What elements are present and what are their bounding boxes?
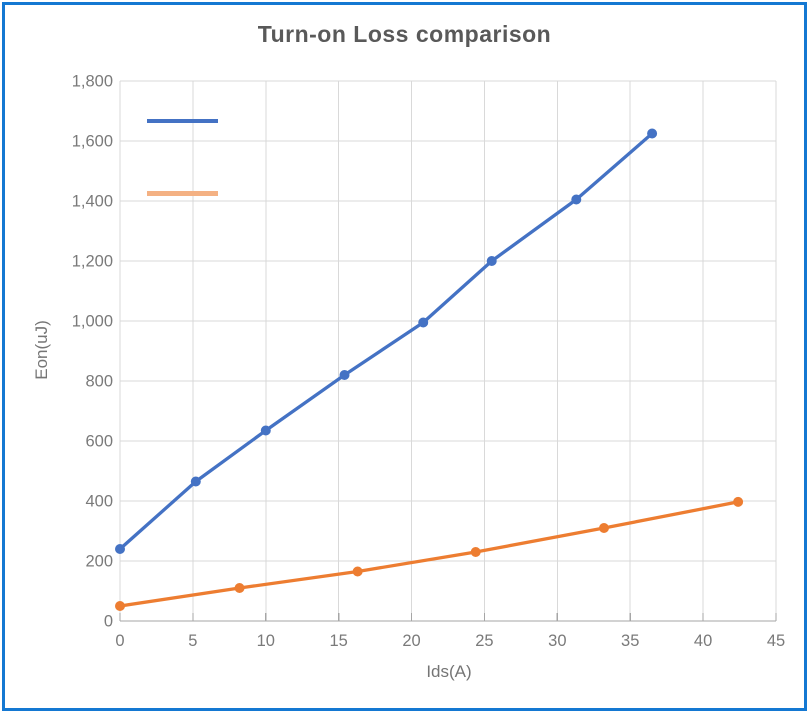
y-axis-title: Eon(uJ) [32, 320, 51, 380]
legend-line-series2 [147, 191, 218, 196]
x-tick-label: 30 [548, 632, 566, 650]
y-tick-label: 0 [104, 613, 113, 631]
y-tick-label: 200 [85, 553, 113, 571]
x-tick-label: 5 [188, 632, 197, 650]
y-tick-label: 1,000 [72, 313, 113, 331]
series-line-2 [118, 500, 740, 608]
y-tick-label: 600 [85, 433, 113, 451]
legend-line-series1 [147, 119, 218, 123]
series-1-marker [339, 370, 350, 380]
y-tick-label: 1,200 [72, 253, 113, 271]
x-tick-label: 0 [115, 632, 124, 650]
x-tick-label: 45 [767, 632, 785, 650]
series-1-marker [115, 544, 125, 554]
series-2-marker [234, 583, 245, 593]
x-axis-title: Ids(A) [426, 662, 472, 681]
y-tick-label: 1,400 [72, 193, 113, 211]
series-line-1 [118, 131, 654, 551]
x-tick-label: 15 [329, 632, 347, 650]
y-tick-label: 800 [85, 373, 113, 391]
x-tick-label: 25 [475, 632, 493, 650]
y-tick-label: 1,600 [72, 133, 113, 151]
series-1-marker [571, 194, 582, 205]
series-2-marker [470, 547, 481, 557]
series-2-marker [352, 566, 363, 577]
series-2-marker [115, 601, 125, 611]
y-tick-label: 400 [85, 493, 113, 511]
series-2-marker [733, 496, 744, 507]
series-1-marker [486, 256, 497, 266]
x-tick-label: 35 [621, 632, 639, 650]
series-2-marker [598, 523, 609, 533]
series-1-marker [190, 476, 201, 487]
series-1-marker [647, 128, 658, 139]
y-tick-label: 1,800 [72, 73, 113, 91]
series-1-marker [260, 425, 271, 436]
x-tick-label: 40 [694, 632, 712, 650]
series-1-marker [418, 317, 429, 328]
chart-title: Turn-on Loss comparison [257, 21, 552, 47]
x-tick-label: 10 [257, 632, 275, 650]
x-tick-label: 20 [402, 632, 420, 650]
